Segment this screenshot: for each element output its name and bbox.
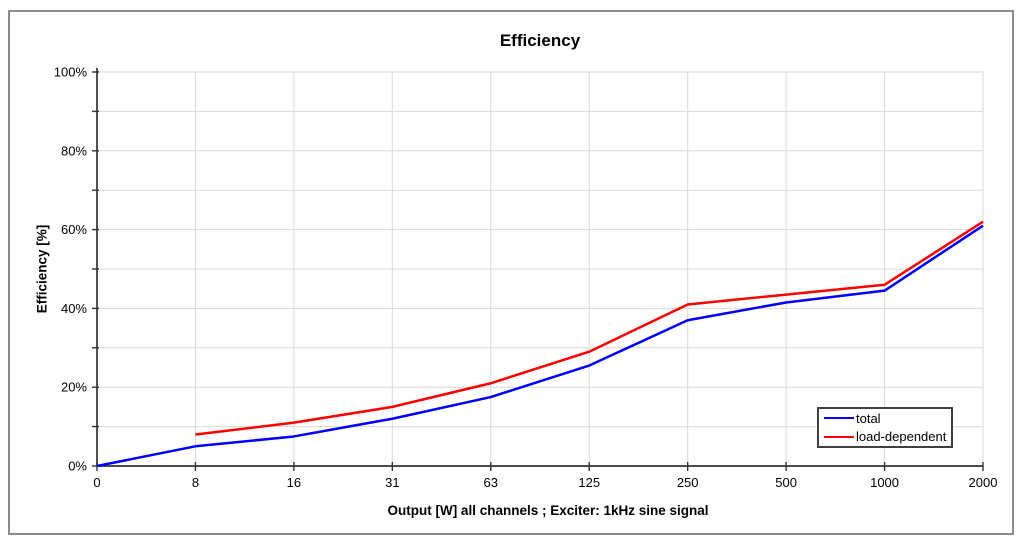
y-axis-ticks — [92, 71, 99, 467]
y-tick-label: 80% — [61, 143, 87, 158]
legend-item-load-dependent: load-dependent — [819, 428, 951, 447]
series-load-dependent — [195, 220, 984, 436]
legend-item-total: total — [819, 409, 951, 428]
total-line-swatch — [824, 417, 854, 420]
x-tick-label: 31 — [385, 475, 399, 490]
x-axis-title: Output [W] all channels ; Exciter: 1kHz … — [387, 503, 709, 518]
legend-label-load-dependent: load-dependent — [856, 429, 947, 445]
load-dependent-line-swatch — [824, 435, 854, 438]
x-tick-label: 1000 — [870, 475, 899, 490]
y-axis-tick-labels: 0% 20% 40% 60% 80% 100% — [54, 65, 88, 474]
series-line-load-dependent — [195, 220, 984, 436]
x-axis-ticks — [96, 462, 984, 471]
y-tick-label: 100% — [54, 65, 88, 80]
axes — [96, 68, 983, 467]
series-line-total — [96, 224, 984, 468]
y-tick-label: 60% — [61, 222, 87, 237]
vertical-gridlines — [194, 72, 984, 466]
horizontal-gridlines — [97, 71, 983, 428]
x-tick-label: 125 — [578, 475, 600, 490]
y-tick-label: 40% — [61, 301, 87, 316]
x-tick-label: 8 — [192, 475, 199, 490]
x-tick-label: 2000 — [969, 475, 998, 490]
legend-label-total: total — [856, 410, 881, 426]
x-tick-label: 250 — [677, 475, 699, 490]
y-tick-label: 20% — [61, 380, 87, 395]
x-tick-label: 63 — [484, 475, 498, 490]
x-tick-label: 16 — [287, 475, 301, 490]
y-axis-title: Efficiency [%] — [34, 224, 50, 314]
y-tick-label: 0% — [68, 459, 87, 474]
series-total — [96, 224, 984, 468]
chart-title: Efficiency — [499, 31, 581, 50]
x-axis-tick-labels: 0 8 16 31 63 125 250 500 1000 2000 — [93, 475, 997, 490]
legend: total load-dependent — [817, 407, 953, 448]
x-tick-label: 500 — [775, 475, 797, 490]
x-tick-label: 0 — [93, 475, 100, 490]
